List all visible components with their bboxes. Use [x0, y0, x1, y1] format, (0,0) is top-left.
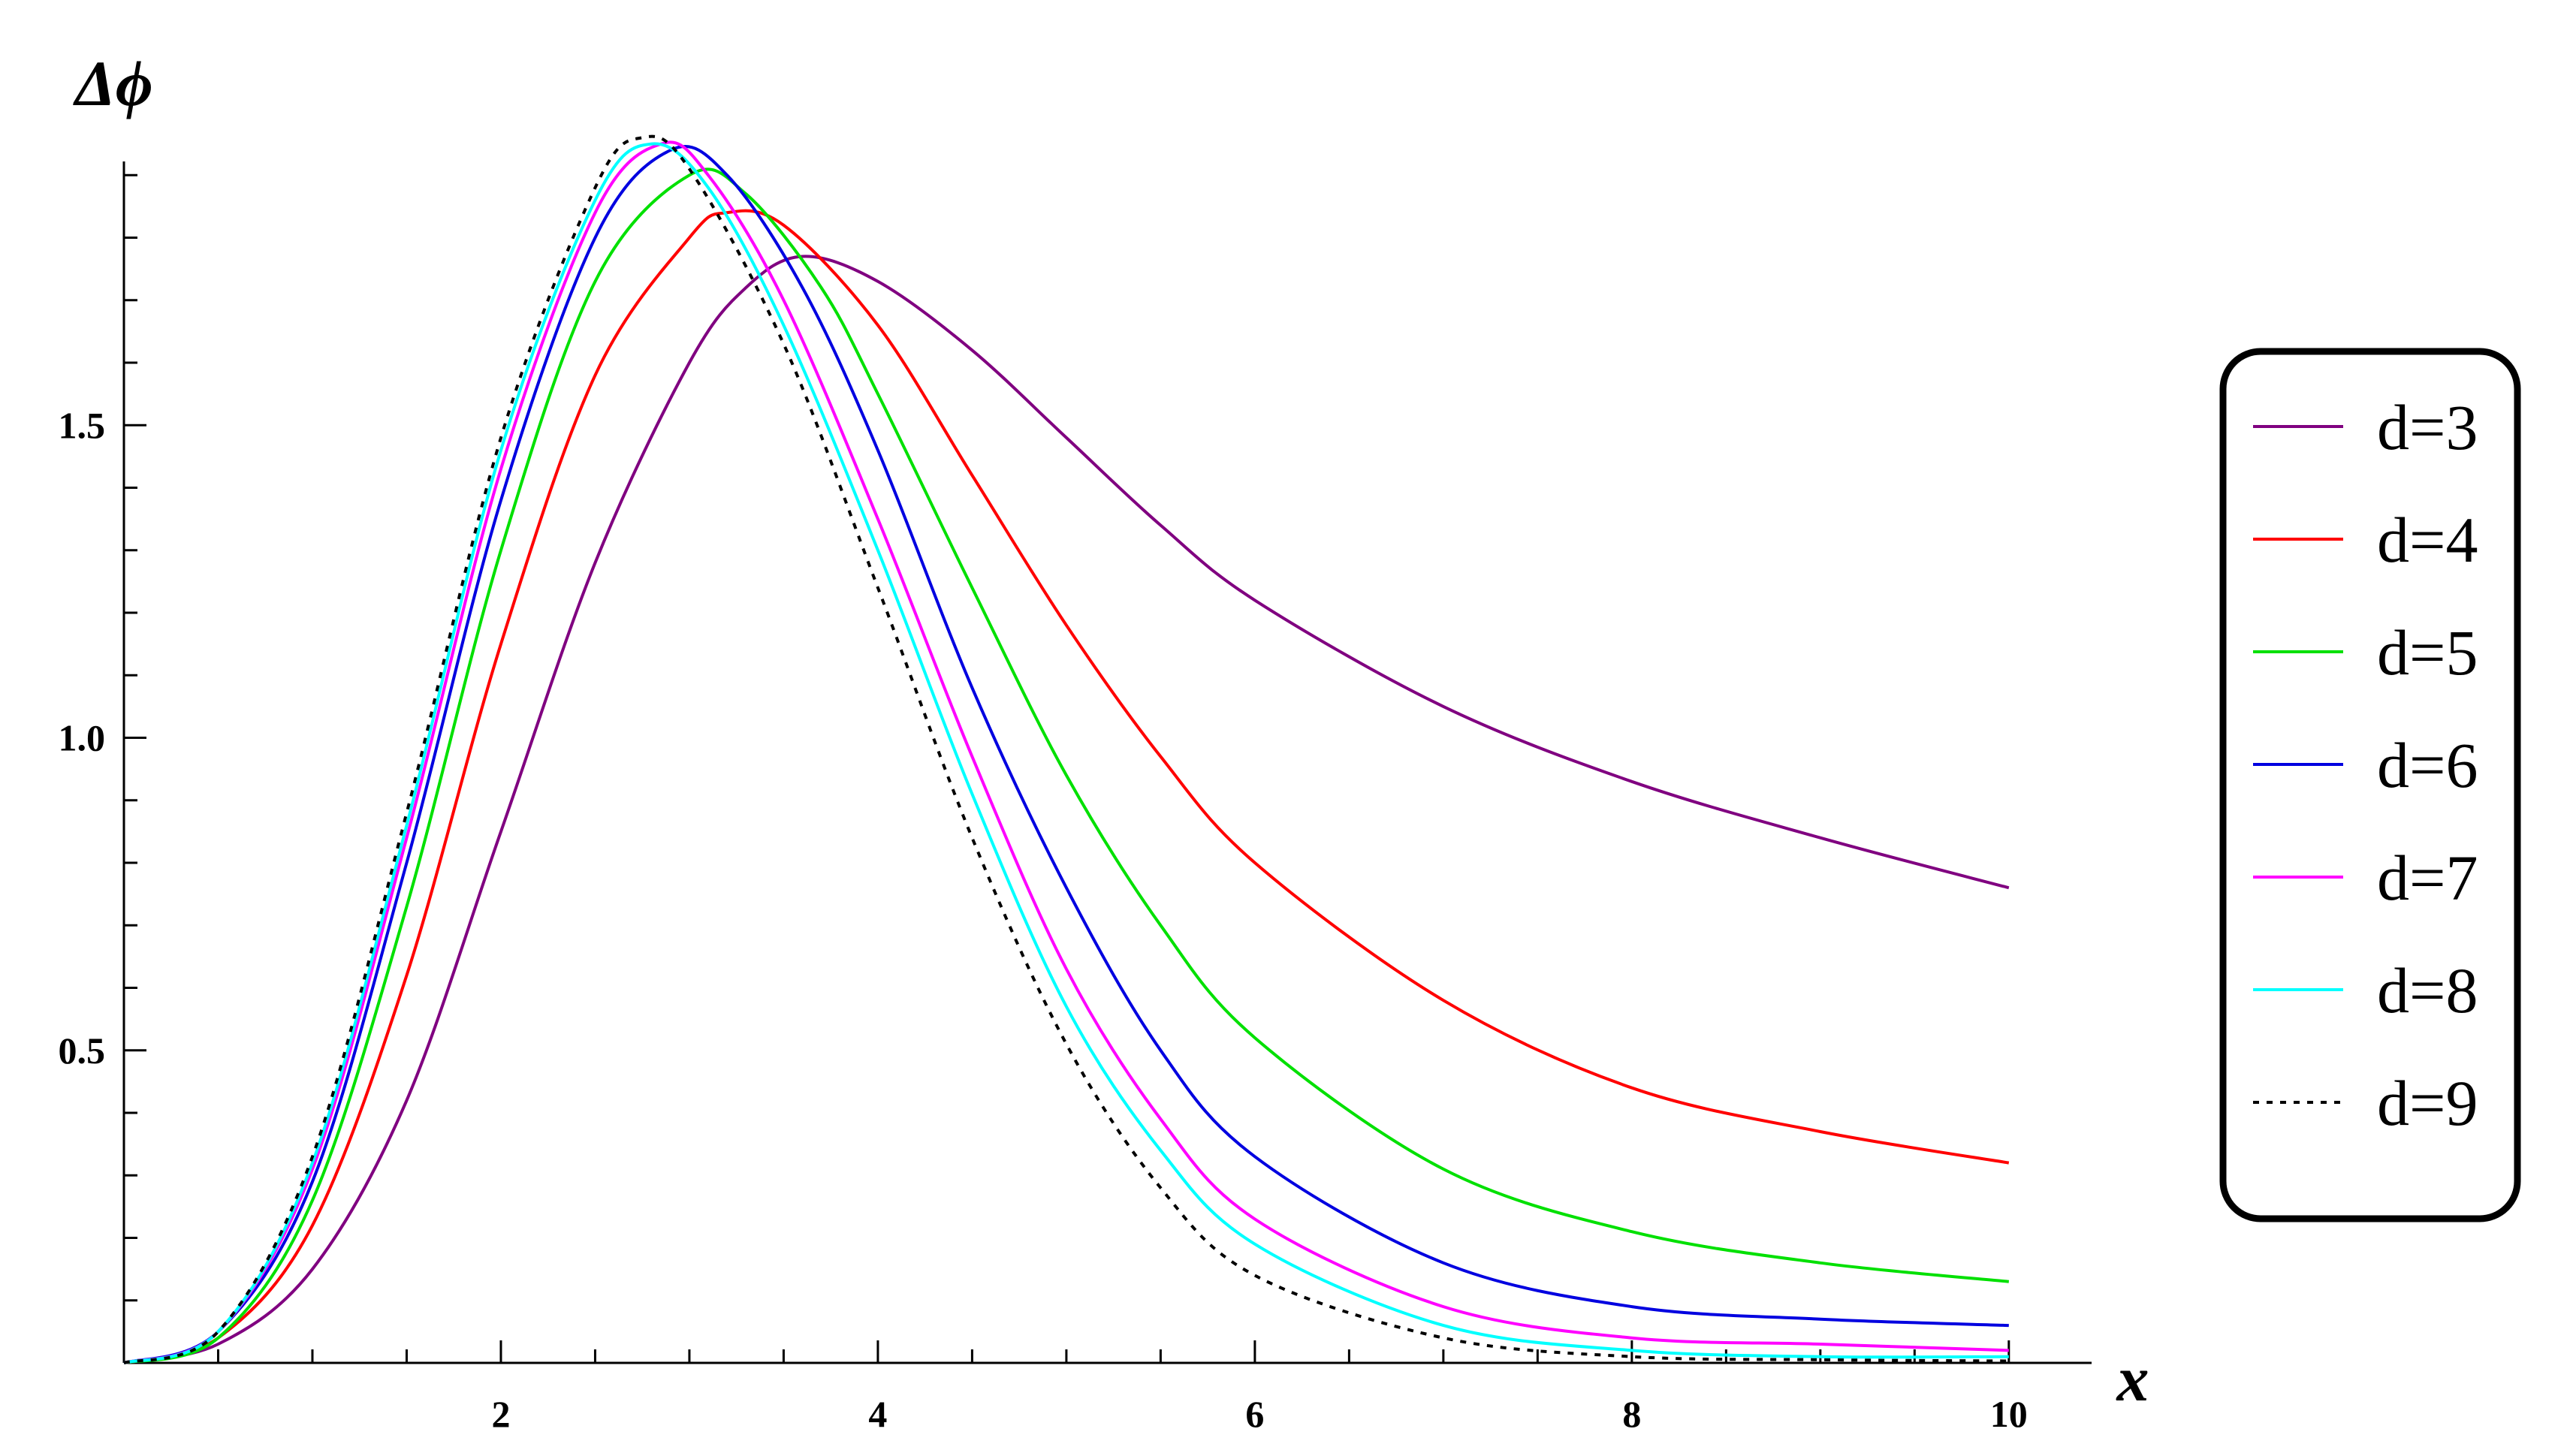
- y-tick-label: 1.0: [59, 717, 106, 759]
- series-line-d=5: [123, 167, 2009, 1364]
- series-line-d=6: [123, 145, 2009, 1364]
- y-tick-label: 1.5: [59, 404, 106, 446]
- legend-label: d=8: [2377, 954, 2478, 1026]
- series-group: [123, 134, 2010, 1364]
- x-tick-label: 10: [1990, 1393, 2028, 1435]
- y-tick-label: 0.5: [59, 1029, 106, 1072]
- series-line-d=8: [123, 142, 2009, 1364]
- series-line-d=7: [123, 140, 2009, 1364]
- x-tick-label: 2: [491, 1393, 510, 1435]
- legend-label: d=5: [2377, 616, 2478, 689]
- x-tick-label: 8: [1622, 1393, 1641, 1435]
- legend-label: d=9: [2377, 1067, 2478, 1139]
- x-axis-title: x: [2116, 1343, 2149, 1415]
- legend-label: d=7: [2377, 842, 2478, 914]
- legend: d=3 d=4 d=5 d=6 d=7 d=8 d=9: [2219, 348, 2521, 1222]
- legend-label: d=4: [2377, 504, 2478, 576]
- series-line-d=3: [123, 255, 2010, 1364]
- x-tick-label: 4: [868, 1393, 887, 1435]
- y-axis-title: Δϕ: [73, 47, 153, 119]
- x-tick-label: 6: [1245, 1393, 1264, 1435]
- ticks: 2 4 6 8 10 0.5 1.0 1.5: [59, 173, 2028, 1435]
- series-line-d=4: [123, 209, 2010, 1364]
- legend-box: [2219, 348, 2521, 1222]
- axes: [122, 161, 2092, 1364]
- legend-label: d=6: [2377, 729, 2478, 801]
- series-line-d=9: [123, 134, 2009, 1364]
- legend-label: d=3: [2377, 391, 2478, 463]
